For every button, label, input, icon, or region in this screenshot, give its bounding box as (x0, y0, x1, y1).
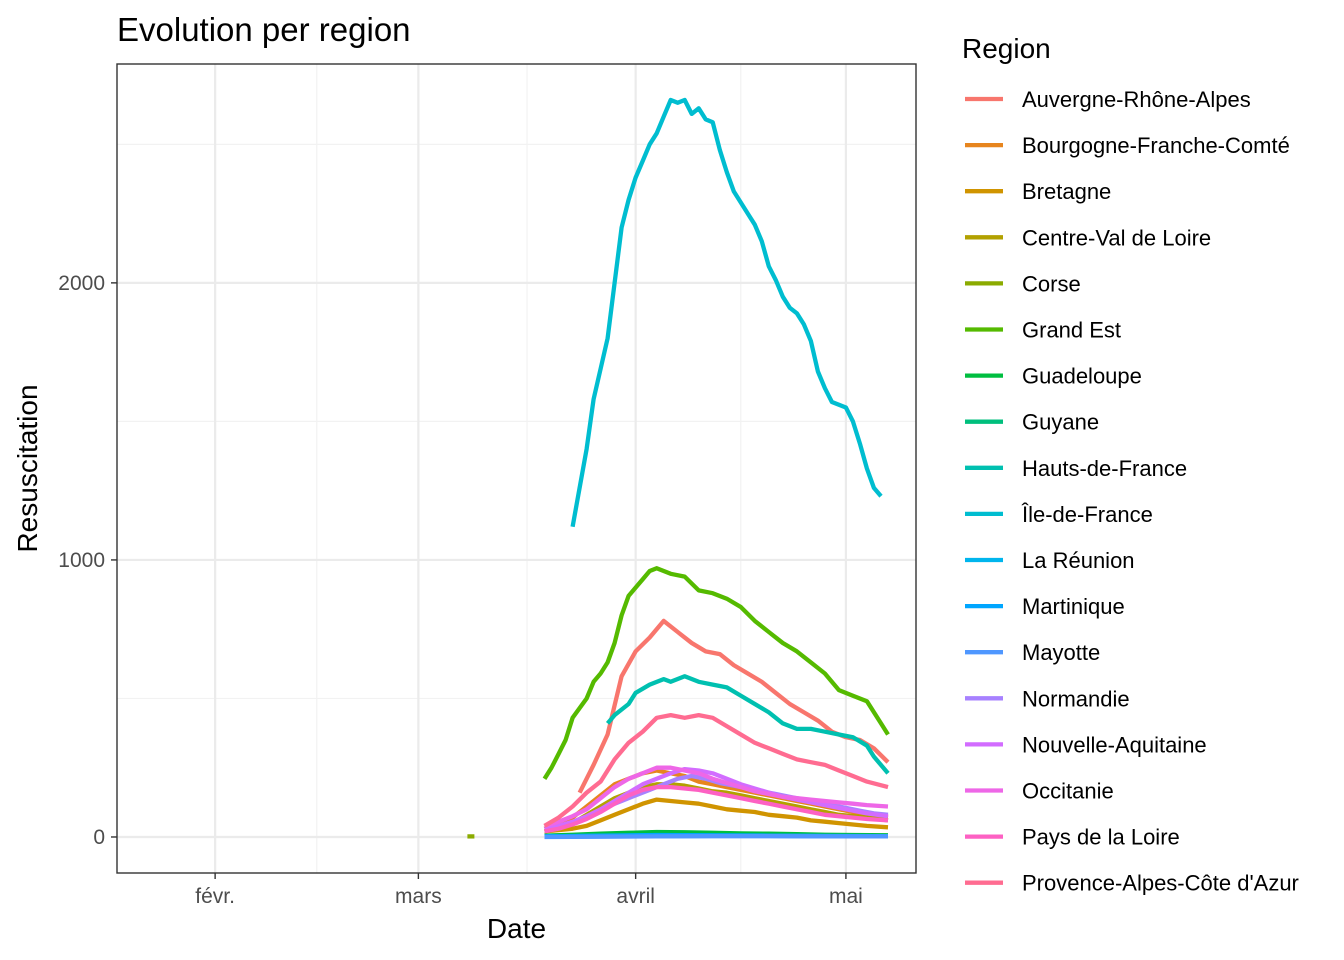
legend-label-la-reunion: La Réunion (1022, 548, 1135, 573)
legend-label-hauts-de-france: Hauts-de-France (1022, 456, 1187, 481)
legend-label-martinique: Martinique (1022, 594, 1125, 619)
y-tick-label: 2000 (58, 272, 105, 295)
legend-label-normandie: Normandie (1022, 686, 1130, 711)
series-line-pays-de-la-loire (544, 784, 889, 834)
plot-panel (117, 64, 916, 873)
legend-label-pays-de-la-loire: Pays de la Loire (1022, 825, 1180, 850)
legend-label-centre-val-de-loire: Centre-Val de Loire (1022, 225, 1211, 250)
x-tick-label: févr. (195, 885, 235, 908)
legend-label-corse: Corse (1022, 271, 1081, 296)
axes: 0 1000 2000 févr. mars avril mai (58, 272, 863, 908)
legend: Region Auvergne-Rhône-Alpes Bourgogne-Fra… (962, 33, 1299, 896)
legend-label-guadeloupe: Guadeloupe (1022, 364, 1142, 389)
legend-label-auvergne-rhone-alpes: Auvergne-Rhône-Alpes (1022, 87, 1251, 112)
x-axis-title: Date (487, 913, 546, 944)
x-tick-label: mars (395, 885, 442, 908)
series-lines (467, 97, 890, 840)
series-line-mayotte (544, 834, 888, 840)
y-tick-label: 1000 (58, 549, 105, 572)
legend-label-provence-alpes-cote-d-azur: Provence-Alpes-Côte d'Azur (1022, 871, 1299, 896)
legend-label-ile-de-france: Île-de-France (1021, 502, 1153, 527)
series-line-ile-de-france (570, 97, 883, 528)
series-line-nouvelle-aquitaine (544, 766, 889, 831)
chart-title: Evolution per region (117, 11, 411, 48)
series-line-grand-est (542, 566, 890, 780)
legend-label-bretagne: Bretagne (1022, 179, 1111, 204)
series-line-provence-alpes-cote-d-azur (543, 712, 889, 828)
legend-label-guyane: Guyane (1022, 410, 1099, 435)
y-tick-label: 0 (93, 826, 105, 849)
legend-label-occitanie: Occitanie (1022, 779, 1114, 804)
y-axis-title: Resuscitation (12, 384, 43, 552)
legend-label-grand-est: Grand Est (1022, 318, 1121, 343)
legend-label-mayotte: Mayotte (1022, 640, 1100, 665)
series-line-occitanie (543, 765, 889, 828)
legend-label-nouvelle-aquitaine: Nouvelle-Aquitaine (1022, 732, 1207, 757)
plot-border (116, 63, 917, 874)
x-tick-label: mai (829, 885, 863, 908)
series-line-bretagne (544, 797, 889, 834)
legend-title: Region (962, 33, 1051, 64)
x-tick-label: avril (616, 885, 655, 908)
series-line-hauts-de-france (605, 674, 890, 775)
legend-label-bourgogne-franche-comte: Bourgogne-Franche-Comté (1022, 133, 1290, 158)
